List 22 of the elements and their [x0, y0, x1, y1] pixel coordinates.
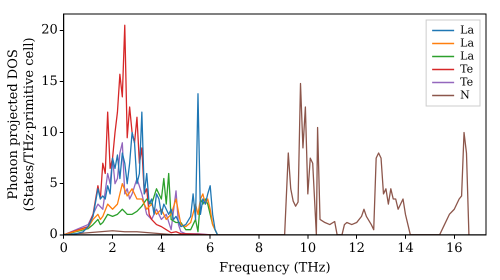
- x-tick-label: 16: [446, 240, 463, 256]
- legend-label: La: [460, 36, 474, 50]
- x-tick-label: 0: [60, 240, 68, 256]
- legend-label: Te: [460, 75, 474, 88]
- x-axis-title: Frequency (THz): [219, 260, 331, 276]
- y-tick-label: 0: [49, 227, 58, 242]
- x-tick-label: 14: [397, 240, 414, 256]
- x-tick-label: 8: [254, 240, 264, 256]
- y-tick-label: 20: [41, 22, 58, 38]
- y-tick-label: 10: [41, 124, 58, 140]
- y-axis-title: Phonon projected DOS (States/THz·primitive cell): [6, 37, 37, 212]
- legend-label: Te: [460, 62, 474, 76]
- legend-label: La: [460, 23, 474, 36]
- y-tick-label: 15: [41, 74, 58, 89]
- x-tick-label: 4: [157, 240, 166, 256]
- x-tick-label: 10: [300, 240, 316, 256]
- x-tick-label: 6: [206, 240, 214, 256]
- legend-label: La: [460, 49, 474, 62]
- y-tick-label: 5: [49, 176, 58, 192]
- legend-label: N: [460, 88, 470, 102]
- x-tick-label: 12: [348, 240, 365, 256]
- x-tick-label: 2: [108, 240, 117, 256]
